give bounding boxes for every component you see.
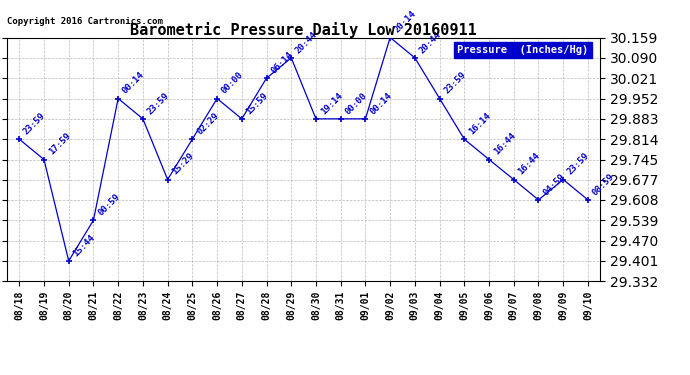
Text: 16:14: 16:14 — [467, 111, 493, 136]
Text: 02:29: 02:29 — [195, 111, 221, 136]
Text: 15:44: 15:44 — [72, 233, 97, 258]
Text: 20:14: 20:14 — [393, 9, 418, 35]
Text: 15:59: 15:59 — [244, 91, 270, 116]
Text: 23:59: 23:59 — [566, 152, 591, 177]
Text: 04:59: 04:59 — [541, 172, 566, 197]
Text: 00:00: 00:00 — [344, 91, 369, 116]
Text: 16:44: 16:44 — [517, 152, 542, 177]
Text: 00:00: 00:00 — [220, 70, 245, 96]
Text: 20:44: 20:44 — [294, 30, 319, 55]
Text: 06:14: 06:14 — [269, 50, 295, 75]
Text: 23:59: 23:59 — [146, 91, 171, 116]
Text: 19:14: 19:14 — [319, 91, 344, 116]
Text: Copyright 2016 Cartronics.com: Copyright 2016 Cartronics.com — [7, 17, 163, 26]
Title: Barometric Pressure Daily Low 20160911: Barometric Pressure Daily Low 20160911 — [130, 21, 477, 38]
Text: 00:14: 00:14 — [368, 91, 393, 116]
Text: 23:59: 23:59 — [442, 70, 468, 96]
Text: 23:59: 23:59 — [22, 111, 48, 136]
Text: 16:44: 16:44 — [492, 131, 518, 157]
Text: 08:59: 08:59 — [591, 172, 616, 197]
Text: 17:59: 17:59 — [47, 131, 72, 157]
Text: Pressure  (Inches/Hg): Pressure (Inches/Hg) — [457, 45, 589, 55]
Text: 00:59: 00:59 — [96, 192, 121, 217]
Text: 00:14: 00:14 — [121, 70, 146, 96]
Text: 15:29: 15:29 — [170, 152, 196, 177]
Text: 20:44: 20:44 — [417, 30, 443, 55]
